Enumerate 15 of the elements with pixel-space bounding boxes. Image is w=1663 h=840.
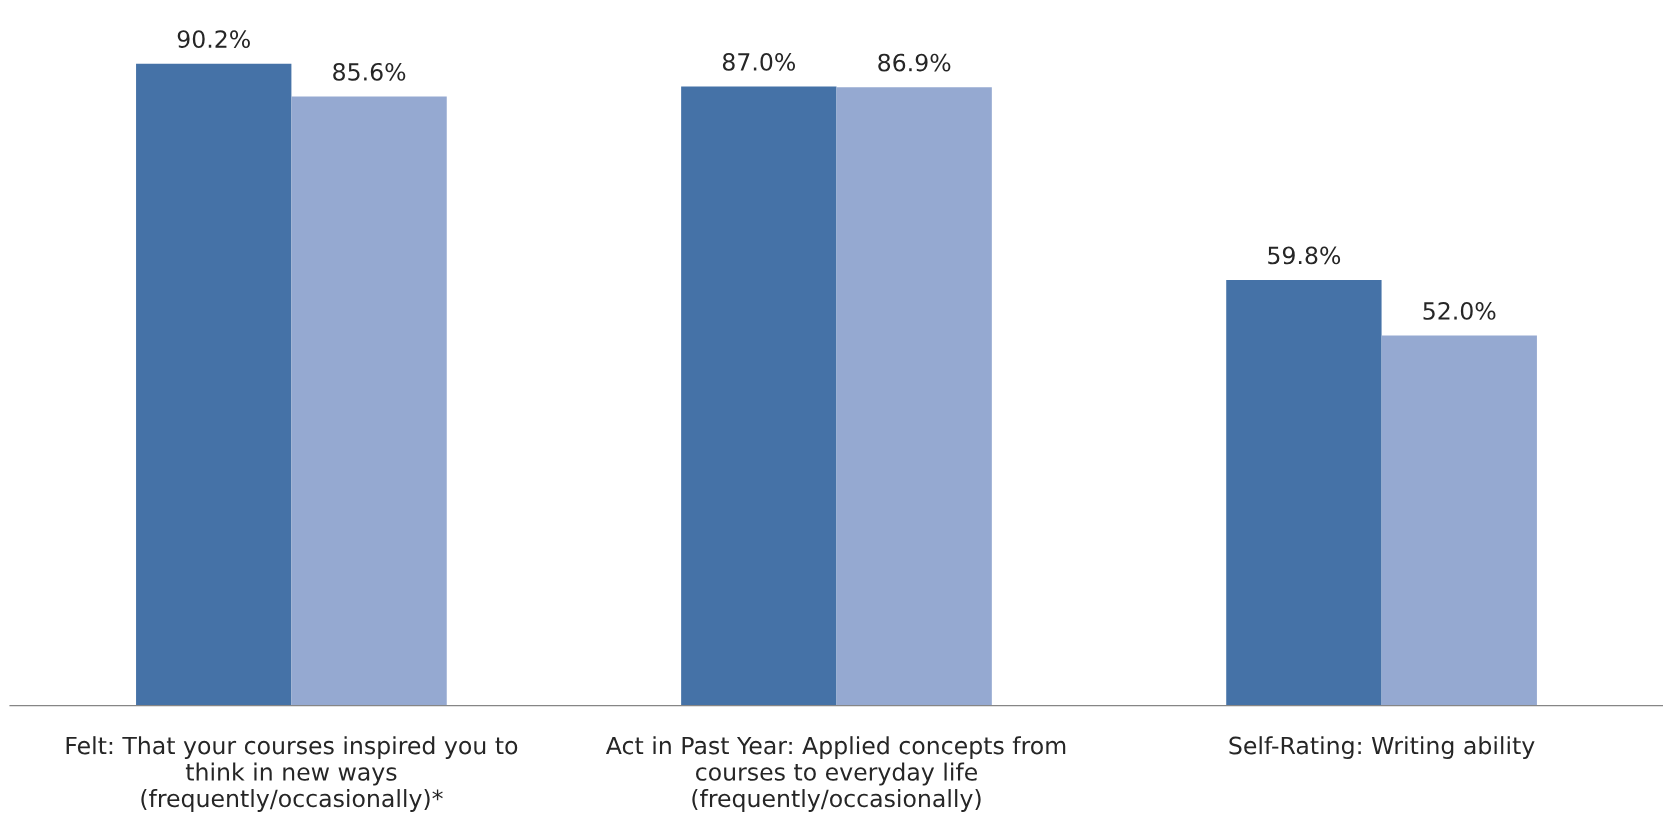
x-tick-label: Felt: That your courses inspired you to think in new ways (frequently/occasionally)*	[66, 736, 518, 812]
bar	[136, 63, 292, 706]
bar	[1381, 335, 1537, 706]
data-label: 52.0%	[1423, 302, 1496, 320]
bar	[1226, 280, 1382, 706]
data-label: 59.8%	[1268, 246, 1341, 265]
x-tick-label: Self-Rating: Writing ability	[1229, 736, 1535, 760]
bar	[291, 96, 447, 706]
bar	[681, 86, 837, 706]
data-label: 85.6%	[333, 62, 406, 81]
data-label: 86.9%	[878, 53, 951, 72]
bar	[836, 87, 992, 706]
x-tick-label: Act in Past Year: Applied concepts from courses to everyday life (frequently/occasionally)	[605, 736, 1066, 812]
data-label: 87.0%	[722, 52, 796, 71]
data-label: 90.2%	[177, 30, 250, 49]
